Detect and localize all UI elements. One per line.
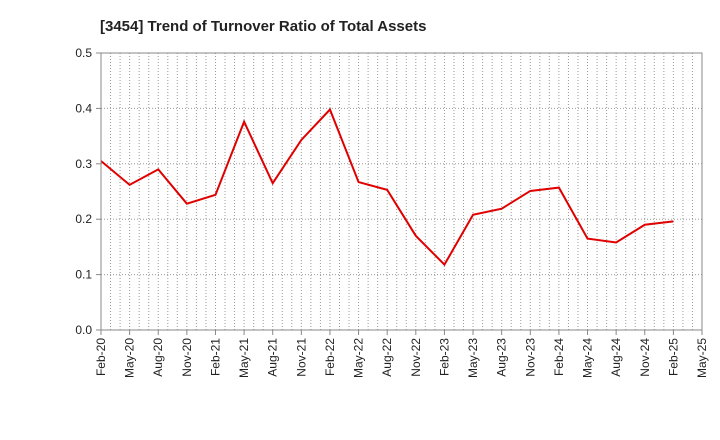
x-tick-label: Aug-21 bbox=[266, 338, 280, 377]
x-tick-label: Feb-25 bbox=[666, 338, 680, 376]
x-tick-label: Feb-22 bbox=[323, 338, 337, 376]
x-tick-label: May-25 bbox=[695, 338, 709, 378]
series-group bbox=[100, 107, 674, 267]
x-tick-label: May-20 bbox=[123, 338, 137, 378]
x-tick-label: Nov-20 bbox=[180, 338, 194, 377]
x-tick-label: May-24 bbox=[581, 338, 595, 378]
x-tick-label: Nov-24 bbox=[638, 338, 652, 377]
y-tick-label: 0.0 bbox=[75, 323, 92, 337]
x-tick-label: Aug-20 bbox=[151, 338, 165, 377]
y-tick-label: 0.1 bbox=[75, 268, 92, 282]
x-tick-label: Aug-22 bbox=[380, 338, 394, 377]
plot-frame bbox=[100, 52, 703, 331]
x-tick-label: Nov-21 bbox=[294, 338, 308, 377]
y-tick-label: 0.3 bbox=[75, 157, 92, 171]
y-axis: 0.0 0.1 0.2 0.3 0.4 0.5 bbox=[75, 46, 101, 337]
y-tick-label: 0.5 bbox=[75, 46, 92, 60]
x-tick-label: May-23 bbox=[466, 338, 480, 378]
x-tick-label: Feb-21 bbox=[208, 338, 222, 376]
x-tick-label: May-22 bbox=[352, 338, 366, 378]
x-tick-label: Nov-22 bbox=[409, 338, 423, 377]
x-tick-label: Feb-24 bbox=[552, 338, 566, 376]
x-tick-label: Aug-23 bbox=[495, 338, 509, 377]
x-tick-label: May-21 bbox=[237, 338, 251, 378]
grid-lines bbox=[101, 53, 702, 330]
series-line bbox=[100, 107, 674, 267]
y-tick-label: 0.2 bbox=[75, 212, 92, 226]
y-tick-label: 0.4 bbox=[75, 101, 92, 115]
x-tick-label: Aug-24 bbox=[609, 338, 623, 377]
x-tick-label: Feb-23 bbox=[437, 338, 451, 376]
chart-title: [3454] Trend of Turnover Ratio of Total … bbox=[100, 18, 426, 35]
x-tick-label: Nov-23 bbox=[523, 338, 537, 377]
x-tick-label: Feb-20 bbox=[94, 338, 108, 376]
x-axis: Feb-20 May-20 Aug-20 Nov-20 Feb-21 May-21 Aug-… bbox=[94, 330, 709, 378]
